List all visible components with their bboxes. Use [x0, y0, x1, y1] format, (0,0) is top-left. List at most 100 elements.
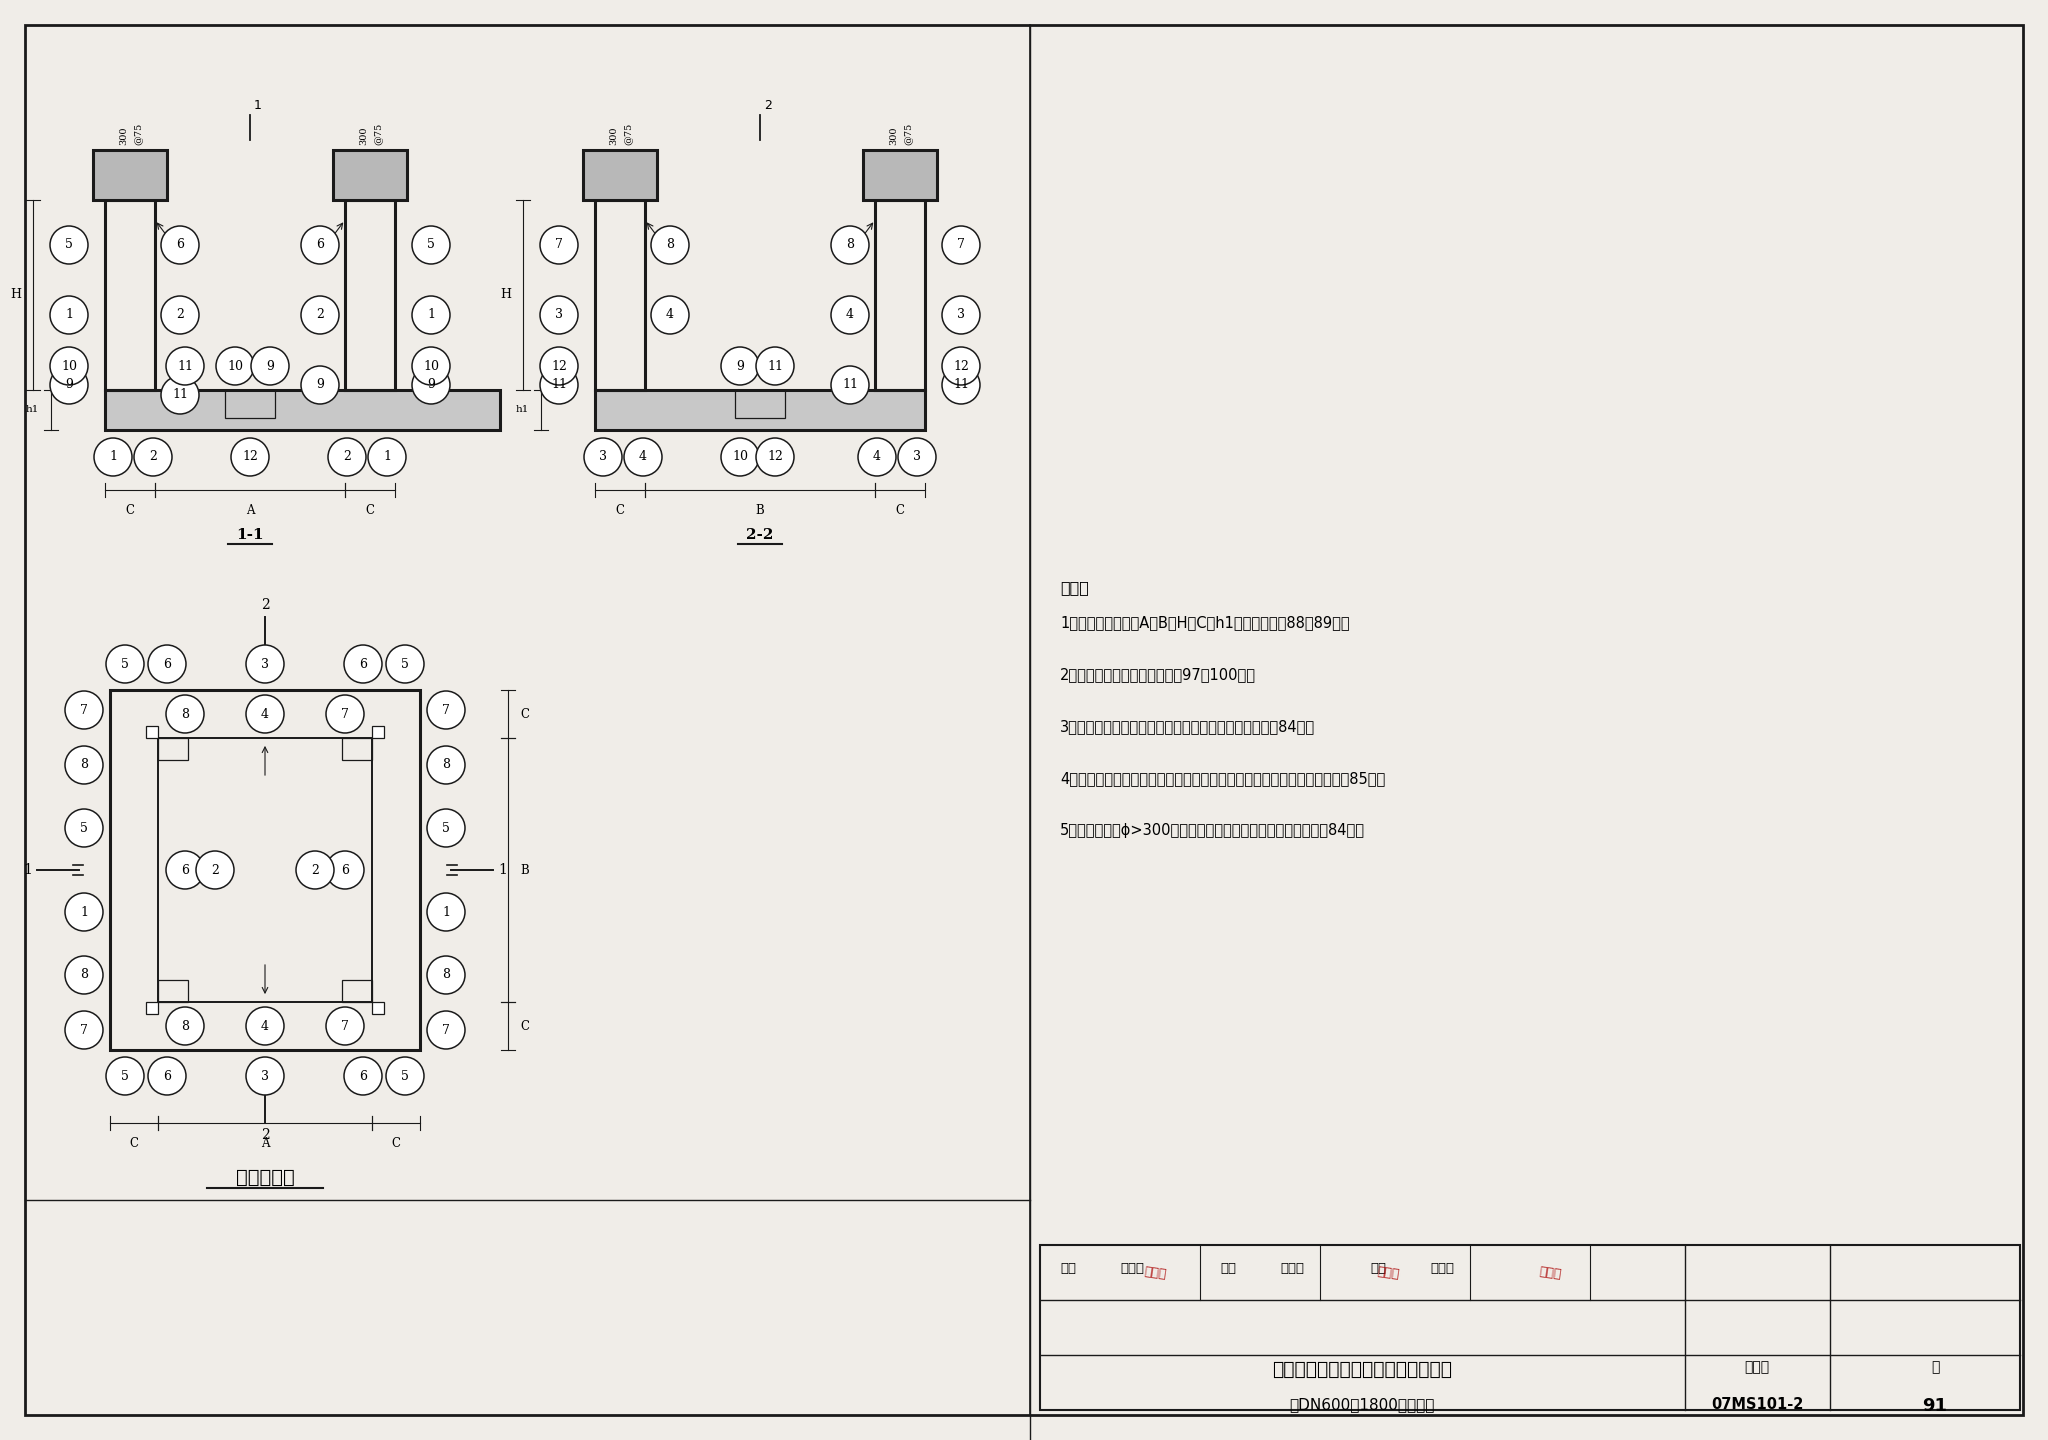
Circle shape [246, 1007, 285, 1045]
Text: 曾令兹: 曾令兹 [1376, 1264, 1401, 1282]
Circle shape [541, 297, 578, 334]
Text: 郭英雄: 郭英雄 [1120, 1261, 1145, 1274]
Text: C: C [520, 1020, 528, 1032]
Text: 5: 5 [442, 821, 451, 835]
Circle shape [897, 438, 936, 477]
Circle shape [625, 438, 662, 477]
Circle shape [385, 645, 424, 683]
Text: 300: 300 [119, 127, 129, 145]
Circle shape [412, 226, 451, 264]
Text: C: C [616, 504, 625, 517]
Text: 7: 7 [342, 1020, 348, 1032]
Text: B: B [756, 504, 764, 517]
Text: 9: 9 [315, 379, 324, 392]
Text: 6: 6 [176, 239, 184, 252]
Text: 2: 2 [764, 99, 772, 112]
Text: 7: 7 [442, 704, 451, 717]
Text: 8: 8 [442, 759, 451, 772]
Circle shape [166, 347, 205, 384]
Circle shape [246, 1057, 285, 1094]
Text: 11: 11 [768, 360, 782, 373]
Text: 10: 10 [227, 360, 244, 373]
Circle shape [412, 366, 451, 405]
Text: 4．按平面、剖面图所示集水坑的位置设置集水坑，集水坑做法见本图集第85页。: 4．按平面、剖面图所示集水坑的位置设置集水坑，集水坑做法见本图集第85页。 [1061, 770, 1384, 786]
Text: 6: 6 [358, 1070, 367, 1083]
Text: 9: 9 [66, 379, 74, 392]
Circle shape [541, 366, 578, 405]
Text: 1: 1 [498, 863, 506, 877]
Circle shape [246, 645, 285, 683]
Circle shape [369, 438, 406, 477]
Circle shape [651, 226, 688, 264]
Circle shape [66, 691, 102, 729]
Text: 5: 5 [121, 1070, 129, 1083]
Text: 4: 4 [666, 308, 674, 321]
Bar [145, 1002, 158, 1014]
Text: 6: 6 [164, 658, 170, 671]
Bar [104, 390, 500, 431]
Text: 4: 4 [846, 308, 854, 321]
Text: 8: 8 [180, 707, 188, 720]
Text: C: C [125, 504, 135, 517]
Text: 2: 2 [260, 598, 270, 612]
Circle shape [166, 696, 205, 733]
Circle shape [66, 893, 102, 932]
Circle shape [49, 226, 88, 264]
Text: 1: 1 [383, 451, 391, 464]
Circle shape [412, 297, 451, 334]
Circle shape [106, 645, 143, 683]
Circle shape [326, 851, 365, 888]
Bar [225, 390, 274, 418]
Text: 王龙生: 王龙生 [1430, 1261, 1454, 1274]
Text: 9: 9 [735, 360, 743, 373]
Circle shape [385, 1057, 424, 1094]
Text: 说明：: 说明： [1061, 580, 1090, 595]
Circle shape [162, 376, 199, 415]
Text: 300: 300 [889, 127, 899, 145]
Text: 7: 7 [342, 707, 348, 720]
Circle shape [106, 1057, 143, 1094]
Circle shape [651, 297, 688, 334]
Text: 11: 11 [842, 379, 858, 392]
Circle shape [426, 809, 465, 847]
Text: 王龙生: 王龙生 [1538, 1264, 1563, 1282]
Bar [111, 690, 420, 1050]
Text: 3: 3 [598, 451, 606, 464]
Text: 2-2: 2-2 [745, 528, 774, 541]
Text: 3: 3 [260, 658, 268, 671]
Circle shape [328, 438, 367, 477]
Circle shape [215, 347, 254, 384]
Text: h1: h1 [516, 406, 528, 415]
Text: C: C [895, 504, 905, 517]
Text: 11: 11 [551, 379, 567, 392]
Circle shape [94, 438, 131, 477]
Text: 图集号: 图集号 [1745, 1359, 1769, 1374]
Circle shape [326, 696, 365, 733]
Text: @75: @75 [623, 122, 633, 145]
Text: 3: 3 [555, 308, 563, 321]
Text: 3: 3 [260, 1070, 268, 1083]
Circle shape [942, 366, 981, 405]
Text: 1: 1 [442, 906, 451, 919]
Circle shape [147, 645, 186, 683]
Circle shape [197, 851, 233, 888]
Circle shape [166, 851, 205, 888]
Bar [342, 981, 373, 1002]
Text: 8: 8 [180, 1020, 188, 1032]
Text: 1: 1 [80, 906, 88, 919]
Circle shape [301, 226, 340, 264]
Text: 平面配筋图: 平面配筋图 [236, 1168, 295, 1187]
Bar [92, 150, 168, 200]
Text: 3: 3 [913, 451, 922, 464]
Circle shape [66, 809, 102, 847]
Bar [344, 200, 395, 390]
Text: 6: 6 [164, 1070, 170, 1083]
Text: @75: @75 [903, 122, 913, 145]
Circle shape [133, 438, 172, 477]
Circle shape [584, 438, 623, 477]
Text: 5: 5 [428, 239, 434, 252]
Text: 7: 7 [956, 239, 965, 252]
Text: 5: 5 [66, 239, 74, 252]
Text: 1: 1 [254, 99, 262, 112]
Text: 7: 7 [80, 704, 88, 717]
